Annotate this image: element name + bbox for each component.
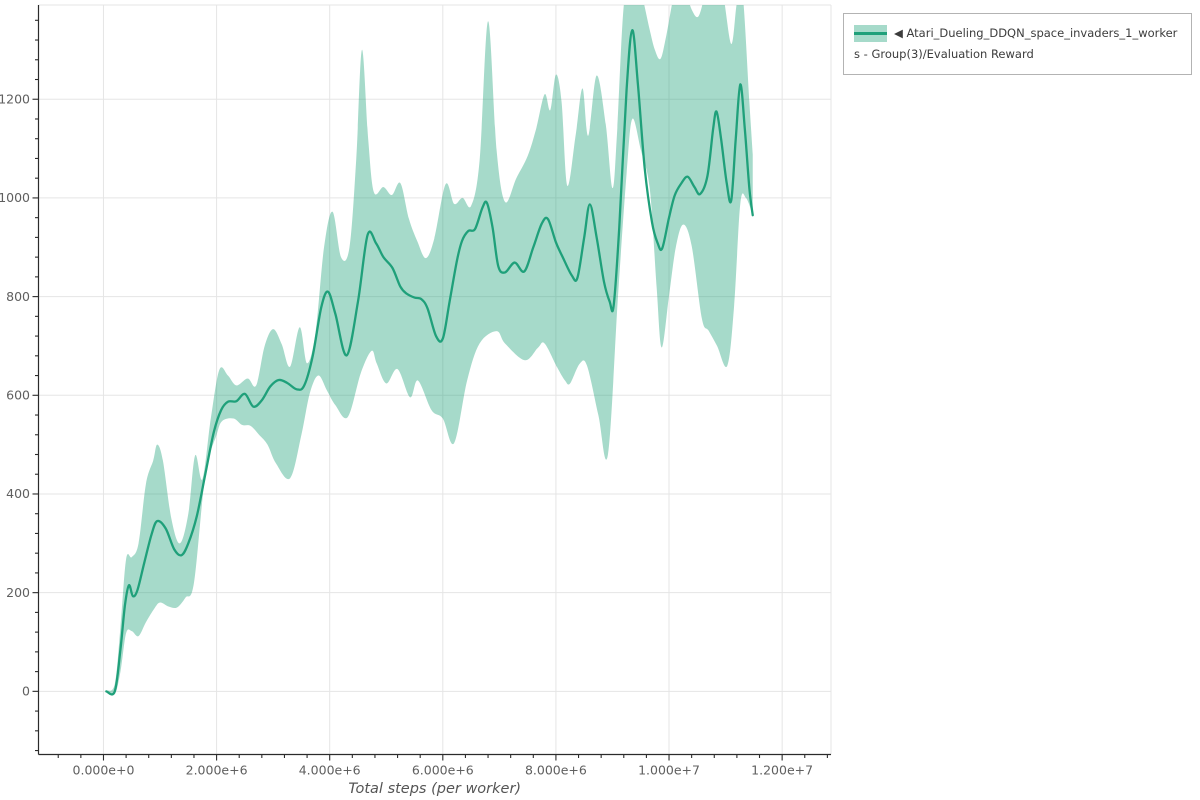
confidence-band xyxy=(106,5,753,696)
y-tick-label: 400 xyxy=(6,486,30,501)
x-tick-label: 1.200e+7 xyxy=(751,763,813,778)
x-tick-label: 4.000e+6 xyxy=(299,763,361,778)
x-axis-title: Total steps (per worker) xyxy=(348,781,521,797)
y-tick-label: 1000 xyxy=(0,190,30,205)
legend-item[interactable]: ◀ Atari_Dueling_DDQN_space_invaders_1_wo… xyxy=(854,23,1182,65)
legend-swatch xyxy=(854,25,887,42)
legend-line-swatch-icon xyxy=(854,32,887,35)
legend-label: ◀ Atari_Dueling_DDQN_space_invaders_1_wo… xyxy=(854,26,1178,61)
y-tick-label: 0 xyxy=(22,684,30,699)
x-tick-label: 2.000e+6 xyxy=(186,763,248,778)
x-tick-label: 8.000e+6 xyxy=(525,763,587,778)
x-tick-label: 6.000e+6 xyxy=(412,763,474,778)
legend[interactable]: ◀ Atari_Dueling_DDQN_space_invaders_1_wo… xyxy=(843,13,1192,75)
y-tick-label: 800 xyxy=(6,289,30,304)
series-layer xyxy=(105,5,754,696)
x-tick-label: 1.000e+7 xyxy=(638,763,700,778)
tick-labels: 0.000e+0 2.000e+6 4.000e+6 6.000e+6 8.000e+6… xyxy=(0,91,813,777)
y-tick-label: 600 xyxy=(6,387,30,402)
y-tick-label: 1200 xyxy=(0,91,30,106)
y-tick-label: 200 xyxy=(6,585,30,600)
x-tick-label: 0.000e+0 xyxy=(73,763,135,778)
gridlines xyxy=(38,4,832,755)
mean-line xyxy=(105,29,754,696)
axis-ticks xyxy=(32,19,828,761)
